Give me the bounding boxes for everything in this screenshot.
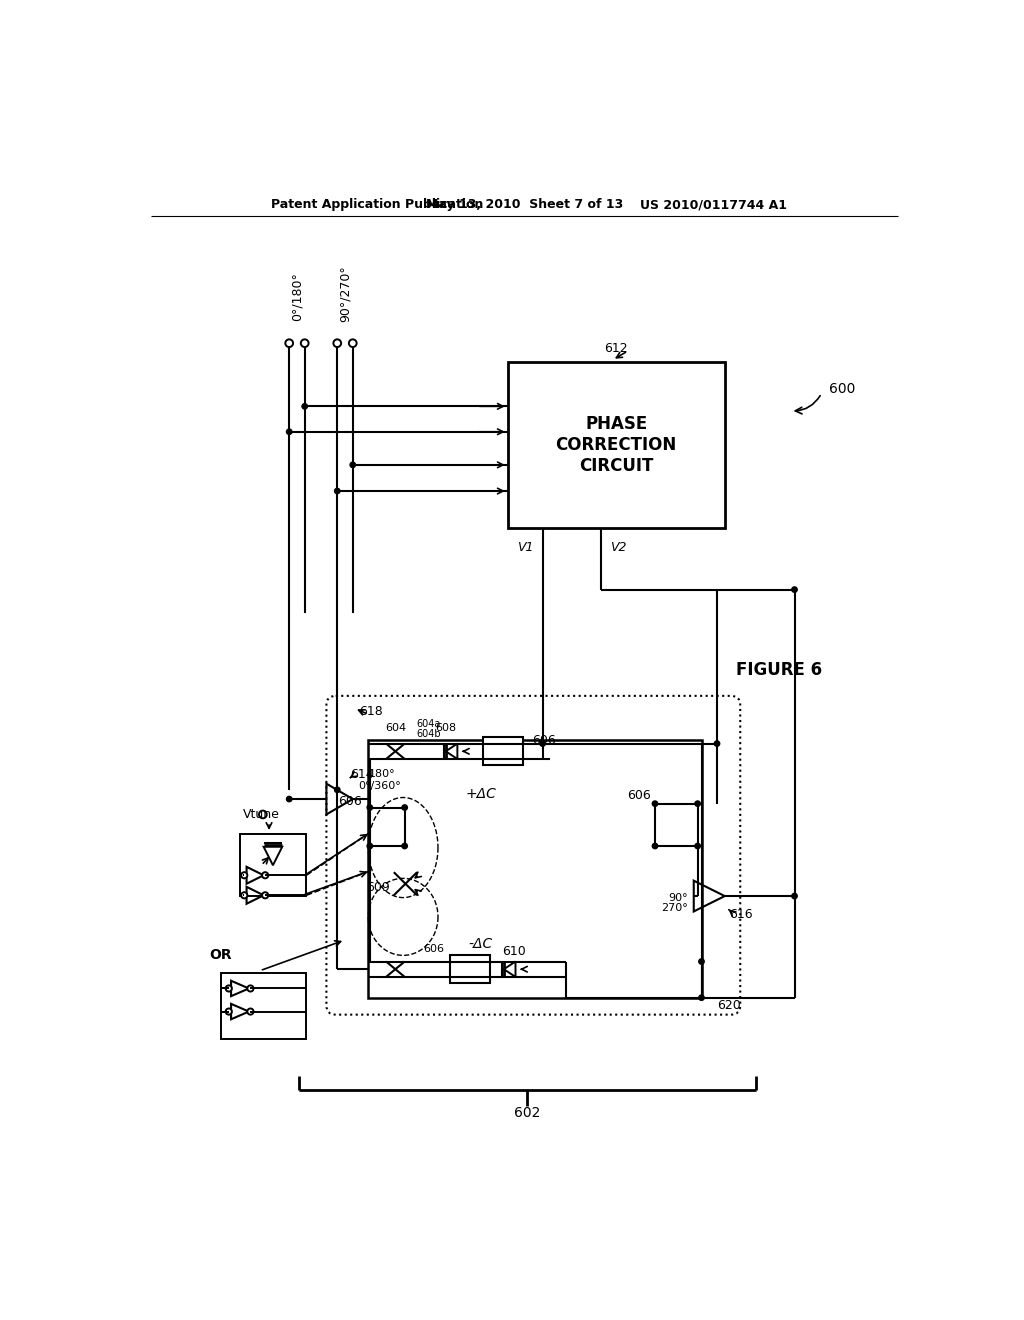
Text: PHASE
CORRECTION
CIRCUIT: PHASE CORRECTION CIRCUIT [556,416,677,475]
Circle shape [262,873,268,878]
Text: 0°/360°: 0°/360° [358,781,401,791]
Circle shape [698,958,705,964]
Circle shape [698,995,705,1001]
Circle shape [225,1008,231,1015]
Bar [450,956,489,983]
Text: V2: V2 [610,541,627,554]
Text: +ΔC: +ΔC [465,787,496,801]
Bar [483,738,523,766]
Circle shape [367,843,373,849]
Circle shape [259,810,266,818]
Circle shape [248,1008,254,1015]
Text: 600: 600 [829,383,856,396]
Text: 610: 610 [502,945,526,958]
Circle shape [402,805,408,810]
Circle shape [335,488,340,494]
Text: 180°: 180° [369,770,395,779]
Text: 606: 606 [338,795,362,808]
Circle shape [652,801,657,807]
Text: 90°/270°: 90°/270° [339,265,351,322]
Bar [655,804,697,846]
Circle shape [349,339,356,347]
Text: 606: 606 [423,944,444,954]
Text: 612: 612 [604,342,628,355]
Circle shape [695,843,700,849]
Bar [369,739,701,998]
Text: 270°: 270° [660,903,687,913]
Text: 616: 616 [729,908,753,921]
Circle shape [792,587,798,593]
Circle shape [248,985,254,991]
Circle shape [241,892,248,899]
Circle shape [402,843,408,849]
Circle shape [652,843,657,849]
Text: 614: 614 [349,768,374,781]
Text: 620: 620 [717,999,740,1012]
Text: 606: 606 [628,788,651,801]
Bar [508,363,725,528]
Circle shape [334,339,341,347]
FancyArrowPatch shape [796,396,820,414]
Bar [241,834,306,896]
Text: 90°: 90° [668,892,687,903]
Circle shape [335,787,340,792]
Circle shape [287,429,292,434]
Circle shape [286,339,293,347]
Bar [221,973,306,1039]
Circle shape [540,741,546,746]
Circle shape [287,796,292,801]
Text: FIGURE 6: FIGURE 6 [736,661,822,680]
Text: 618: 618 [359,705,383,718]
Text: 604: 604 [385,723,406,733]
Text: 0°/180°: 0°/180° [291,272,303,322]
Text: 602: 602 [514,1106,541,1121]
Text: 608: 608 [435,723,457,733]
Circle shape [715,741,720,746]
Circle shape [225,985,231,991]
Circle shape [301,339,308,347]
Text: May 13, 2010  Sheet 7 of 13: May 13, 2010 Sheet 7 of 13 [426,198,624,211]
Text: 606: 606 [532,734,556,747]
Circle shape [350,462,355,467]
Text: US 2010/0117744 A1: US 2010/0117744 A1 [640,198,786,211]
Text: Vtune: Vtune [243,808,280,821]
Circle shape [302,404,307,409]
Circle shape [262,892,268,899]
Text: -ΔC: -ΔC [469,937,493,950]
Text: OR: OR [210,948,232,962]
Text: 604b: 604b [417,730,441,739]
Text: V1: V1 [517,541,534,554]
Text: Patent Application Publication: Patent Application Publication [271,198,483,211]
Circle shape [695,801,700,807]
Bar [370,808,404,846]
Circle shape [367,805,373,810]
Circle shape [792,894,798,899]
Text: 609: 609 [367,880,390,894]
Circle shape [241,873,248,878]
Text: 604a: 604a [417,719,440,730]
